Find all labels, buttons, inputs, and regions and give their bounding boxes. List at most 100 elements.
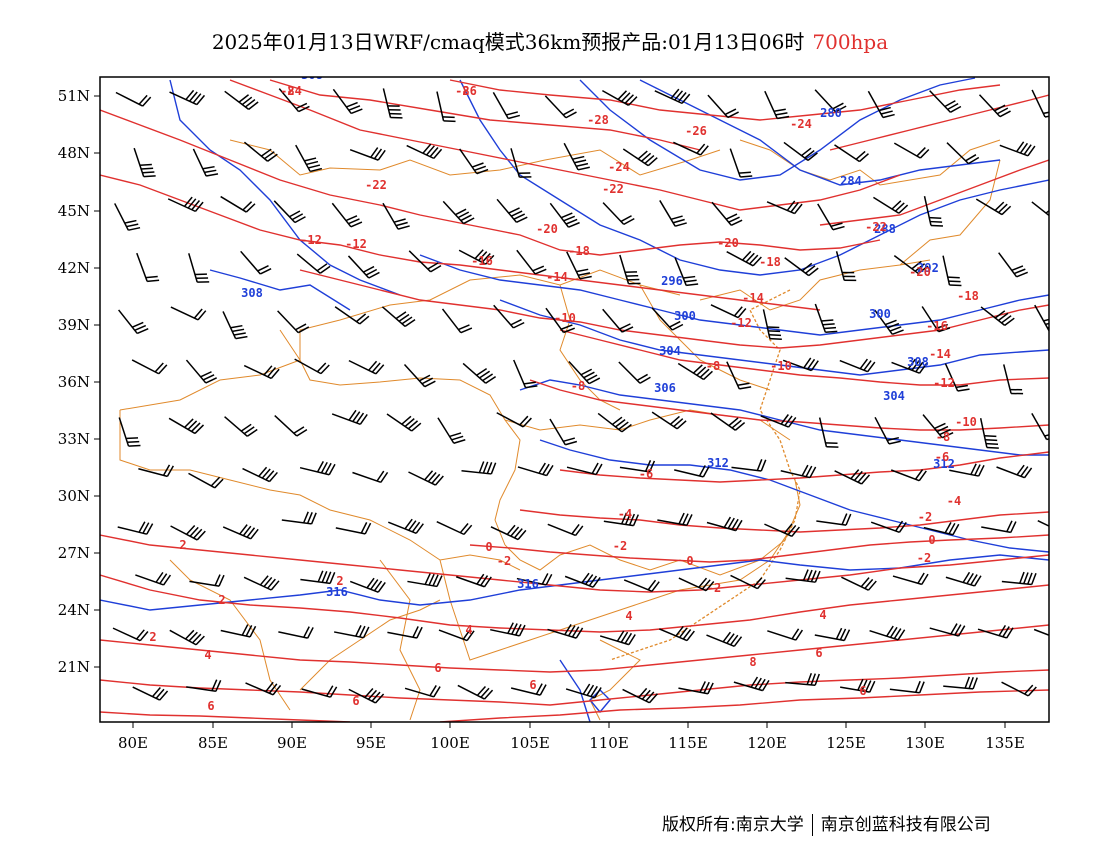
wind-barb	[981, 520, 1017, 534]
wind-barb	[760, 414, 797, 428]
temperature-label: 0	[485, 540, 492, 554]
wind-barb	[566, 462, 603, 476]
temperature-label: 4	[625, 609, 632, 623]
wind-barb	[834, 144, 869, 163]
wind-barb	[224, 90, 259, 110]
wind-barb	[169, 629, 205, 646]
temperature-label: 4	[819, 608, 826, 622]
wind-barb	[1037, 519, 1049, 527]
wind-barb	[382, 88, 403, 119]
wind-barb	[814, 89, 847, 113]
temperature-label: -10	[770, 359, 792, 373]
wind-barb	[730, 574, 766, 590]
wind-barb	[170, 306, 207, 321]
lon-label: 120E	[747, 734, 787, 752]
wind-barb	[490, 524, 527, 541]
temperature-label: -20	[717, 236, 739, 250]
wind-barb	[996, 464, 1033, 479]
lat-label: 51N	[58, 87, 90, 105]
wind-barb	[923, 196, 943, 227]
temperature-label: -2	[613, 539, 627, 553]
wind-barb	[977, 625, 1014, 639]
temperature-label: -18	[759, 255, 781, 269]
wind-barb	[654, 88, 691, 105]
wind-barb	[780, 464, 817, 479]
wind-barb	[243, 141, 278, 162]
temperature-label: 6	[434, 661, 441, 675]
wind-barb	[706, 631, 743, 648]
wind-barb	[222, 311, 248, 340]
temperature-label: 6	[207, 699, 214, 713]
height-label: 304	[659, 344, 681, 358]
wind-barb	[1033, 628, 1049, 637]
pressure-level: 700hpa	[812, 30, 889, 54]
wind-barb	[138, 464, 174, 478]
wind-barb	[245, 681, 282, 696]
wind-barb	[547, 624, 584, 639]
temperature-label: -4	[947, 494, 961, 508]
temperature-label: -22	[365, 178, 387, 192]
wind-barb	[783, 141, 818, 161]
temperature-label: -20	[536, 222, 558, 236]
temperature-label: 0	[928, 533, 935, 547]
wind-barb	[568, 360, 601, 385]
wind-barb	[496, 198, 528, 223]
wind-barb	[301, 685, 338, 698]
temperature-label: -12	[345, 237, 367, 251]
wind-barb	[874, 309, 904, 336]
height-label: 288	[874, 222, 896, 236]
wind-barb	[382, 202, 410, 230]
lat-label: 42N	[58, 259, 90, 277]
wind-barb	[767, 628, 804, 641]
wind-barb	[457, 684, 494, 700]
wind-barb	[438, 628, 475, 642]
wind-barb	[943, 676, 978, 690]
lat-label: 45N	[58, 202, 90, 220]
wind-barb	[619, 459, 656, 473]
temperature-label: -2	[707, 581, 721, 595]
wind-barb	[565, 683, 602, 699]
wind-barb	[133, 147, 156, 178]
wind-barb	[766, 200, 803, 215]
temperature-contours	[100, 79, 1049, 722]
wind-barb	[834, 469, 871, 485]
wind-barb	[242, 466, 278, 483]
map-background	[100, 77, 1049, 722]
wind-barb	[408, 470, 444, 486]
wind-barb	[189, 574, 225, 587]
wind-barb	[406, 143, 443, 160]
wind-barb	[118, 417, 141, 447]
lat-label: 27N	[58, 544, 90, 562]
wind-barb	[764, 523, 800, 538]
wind-barb	[622, 687, 658, 704]
wind-barb	[294, 358, 330, 375]
wind-barb	[243, 364, 280, 380]
wind-barb	[220, 624, 257, 638]
temperature-label: 8	[462, 84, 469, 98]
wind-barb	[437, 417, 466, 444]
temperature-label: -8	[706, 359, 720, 373]
wind-barb	[349, 577, 386, 593]
wind-barb	[222, 524, 259, 540]
wind-barb	[436, 521, 473, 536]
wind-barb	[674, 465, 710, 478]
wind-barb	[510, 148, 532, 178]
wind-barb	[278, 626, 314, 639]
wind-barb	[733, 676, 770, 692]
wind-barb	[388, 518, 424, 534]
wind-barb	[929, 90, 962, 113]
wind-barb	[170, 525, 206, 541]
wind-barb	[1003, 364, 1024, 395]
wind-barb	[890, 469, 927, 482]
wind-barb	[436, 91, 456, 123]
temperature-label: -6	[935, 450, 949, 464]
lat-axis: 51N 48N 45N 42N 39N 36N 33N 30N 27N 24N 21N	[58, 87, 100, 676]
temperature-label: 2	[179, 538, 186, 552]
lat-label: 39N	[58, 316, 90, 334]
wind-barb	[403, 364, 436, 388]
temperature-label: 2	[218, 593, 225, 607]
temperature-label: -12	[730, 316, 752, 330]
wind-barb	[874, 416, 901, 445]
wind-barb	[547, 523, 584, 537]
